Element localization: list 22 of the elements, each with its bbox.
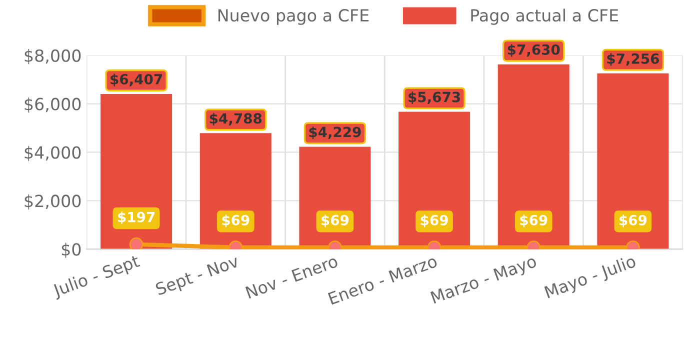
bar — [597, 73, 669, 250]
y-tick-label: $4,000 — [24, 146, 81, 162]
y-tick-label: $6,000 — [24, 97, 81, 113]
data-label: $7,256 — [607, 53, 659, 66]
data-label: $197 — [118, 212, 155, 224]
y-tick-label: $8,000 — [24, 49, 81, 64]
x-tick-label: Sept - Nov — [154, 254, 241, 299]
data-label: $69 — [420, 214, 448, 228]
data-label: $69 — [520, 214, 548, 228]
data-label: $4,788 — [210, 112, 262, 126]
y-tick-label: $2,000 — [24, 194, 81, 210]
legend-label: Nuevo pago a CFE — [218, 9, 369, 25]
data-label: $69 — [222, 214, 250, 228]
legend-label: Pago actual a CFE — [471, 8, 618, 25]
x-tick-label: Mayo - Julio — [544, 254, 638, 302]
data-label: $5,673 — [408, 91, 460, 104]
data-label: $69 — [620, 214, 647, 228]
data-label: $69 — [322, 214, 349, 228]
y-tick-label: $0 — [62, 242, 81, 258]
data-label: $6,407 — [110, 74, 162, 86]
data-label: $7,630 — [508, 44, 560, 57]
data-label: $4,229 — [309, 126, 361, 140]
